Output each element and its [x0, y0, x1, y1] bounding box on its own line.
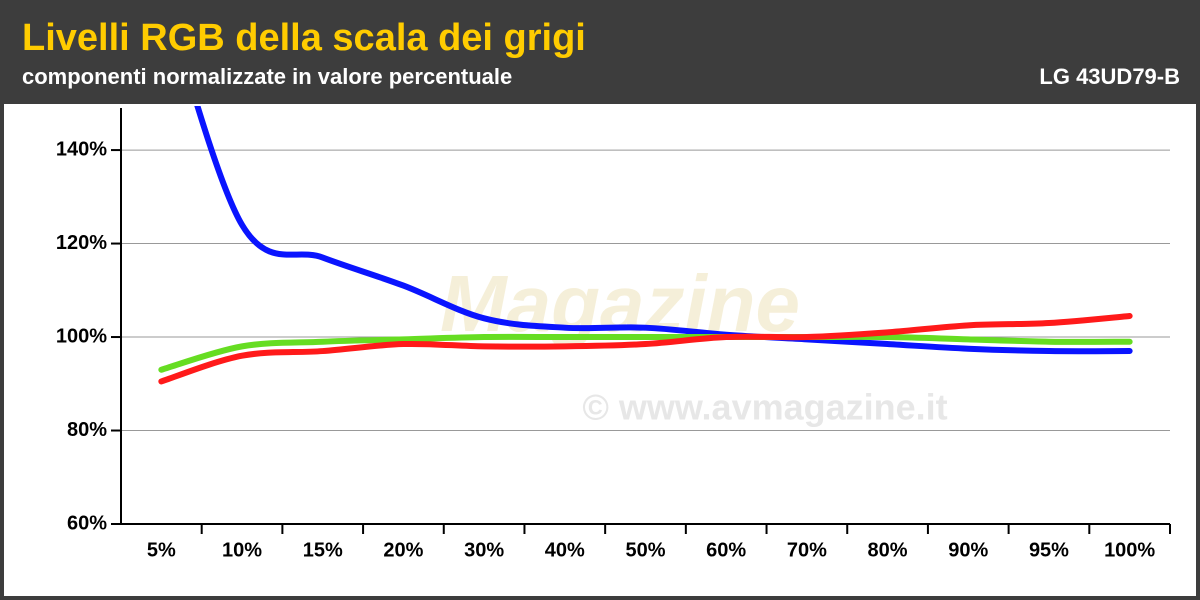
watermark: © www.avmagazine.it	[582, 387, 947, 428]
y-tick-label: 80%	[67, 419, 107, 441]
x-tick-label: 95%	[1029, 539, 1069, 561]
y-tick-label: 120%	[56, 232, 107, 254]
y-tick-label: 100%	[56, 325, 107, 347]
x-tick-label: 90%	[948, 539, 988, 561]
x-tick-label: 100%	[1104, 539, 1155, 561]
y-tick-label: 60%	[67, 512, 107, 534]
chart-subtitle: componenti normalizzate in valore percen…	[22, 64, 512, 89]
x-tick-label: 70%	[787, 539, 827, 561]
x-tick-label: 80%	[868, 539, 908, 561]
x-tick-label: 60%	[706, 539, 746, 561]
series-line	[158, 313, 1133, 385]
series-line	[158, 333, 1133, 373]
y-tick-label: 140%	[56, 138, 107, 160]
x-tick-label: 5%	[147, 539, 176, 561]
x-tick-label: 10%	[222, 539, 262, 561]
chart-title: Livelli RGB della scala dei grigi	[22, 17, 586, 59]
series-group	[158, 106, 1133, 385]
x-tick-label: 30%	[464, 539, 504, 561]
model-name: LG 43UD79-B	[1039, 64, 1180, 89]
series-line	[194, 106, 1133, 355]
x-tick-label: 20%	[383, 539, 423, 561]
x-tick-label: 50%	[625, 539, 665, 561]
x-tick-label: 40%	[545, 539, 585, 561]
x-tick-label: 15%	[303, 539, 343, 561]
